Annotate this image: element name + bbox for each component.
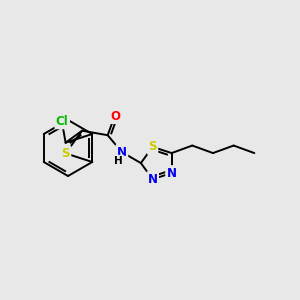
Text: S: S <box>148 140 157 153</box>
Text: S: S <box>61 147 70 160</box>
Text: H: H <box>114 156 123 166</box>
Text: Cl: Cl <box>56 115 69 128</box>
Text: N: N <box>148 173 158 186</box>
Text: N: N <box>167 167 177 180</box>
Text: N: N <box>117 146 127 159</box>
Text: O: O <box>110 110 120 123</box>
